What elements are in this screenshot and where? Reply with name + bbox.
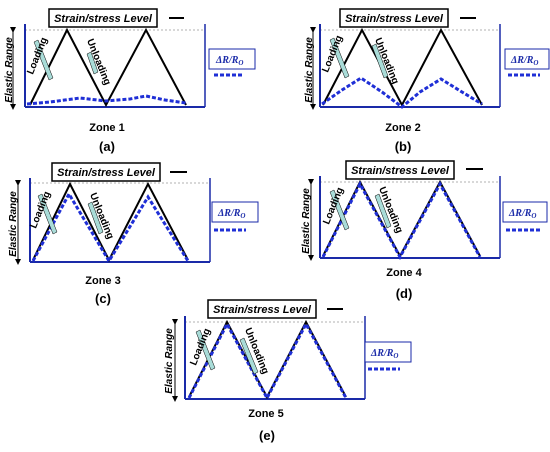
- title-box: [339, 8, 449, 28]
- side-label: Elastic Range: [4, 37, 15, 103]
- title-box: [48, 8, 158, 28]
- title-text: Strain/stress Level: [345, 13, 444, 25]
- legend-label: ΔR/RO: [215, 55, 243, 67]
- loading-arrow: [329, 189, 350, 231]
- legend-label: ΔR/RO: [510, 55, 538, 67]
- panel-caption: (e): [259, 428, 275, 443]
- unloading-arrow: [86, 51, 99, 75]
- legend-box: [364, 341, 412, 363]
- zone-label: Zone 1: [89, 122, 124, 134]
- panel-c: Elastic Range Strain/stress Level Loadin…: [8, 162, 259, 306]
- resistance-line: [31, 190, 190, 264]
- legend-label: ΔR/RO: [370, 348, 398, 360]
- unloading-label: Unloading: [84, 37, 113, 86]
- unloading-arrow: [239, 337, 259, 375]
- title-box: [51, 162, 161, 182]
- side-label: Elastic Range: [301, 188, 312, 254]
- strain-line: [29, 27, 187, 108]
- resistance-line: [321, 76, 483, 109]
- legend-box: [504, 48, 550, 70]
- loading-arrow: [329, 37, 350, 79]
- zone-label: Zone 4: [386, 267, 422, 279]
- zone-label: Zone 2: [385, 122, 420, 134]
- loading-arrow: [37, 193, 58, 235]
- panel-b: Elastic Range Strain/stress Level Loadin…: [304, 8, 550, 154]
- strain-line: [322, 179, 481, 259]
- resistance-line: [187, 320, 348, 402]
- side-label: Elastic Range: [164, 328, 175, 394]
- side-label: Elastic Range: [304, 37, 315, 103]
- loading-arrow: [195, 329, 216, 371]
- panel-caption: (a): [99, 139, 115, 154]
- legend-box: [211, 201, 259, 223]
- unloading-label: Unloading: [372, 36, 401, 85]
- legend-label: ΔR/RO: [217, 208, 245, 220]
- title-text: Strain/stress Level: [54, 13, 153, 25]
- unloading-arrow: [374, 193, 392, 229]
- panel-a: Elastic Range Strain/stress Level Loadin…: [4, 8, 256, 154]
- strain-line: [188, 319, 347, 400]
- panel-caption: (b): [395, 139, 412, 154]
- zone-label: Zone 5: [248, 408, 283, 420]
- title-text: Strain/stress Level: [57, 167, 156, 179]
- legend-box: [502, 201, 548, 223]
- unloading-arrow: [87, 201, 104, 235]
- title-text: Strain/stress Level: [213, 304, 312, 316]
- title-box: [207, 299, 317, 319]
- resistance-line: [321, 180, 482, 261]
- title-text: Strain/stress Level: [351, 165, 450, 177]
- side-label: Elastic Range: [8, 191, 19, 257]
- panel-e: Elastic Range Strain/stress Level Loadin…: [164, 299, 412, 443]
- legend-label: ΔR/RO: [508, 208, 536, 220]
- panel-caption: (c): [95, 291, 111, 306]
- panel-d: Elastic Range Strain/stress Level Loadin…: [301, 160, 548, 301]
- zone-label: Zone 3: [85, 275, 120, 287]
- title-box: [345, 160, 455, 180]
- panel-caption: (d): [396, 286, 413, 301]
- resistance-line: [26, 94, 187, 106]
- strain-line: [322, 27, 483, 108]
- legend-box: [208, 48, 256, 70]
- loading-arrow: [33, 39, 54, 81]
- unloading-arrow: [371, 43, 389, 79]
